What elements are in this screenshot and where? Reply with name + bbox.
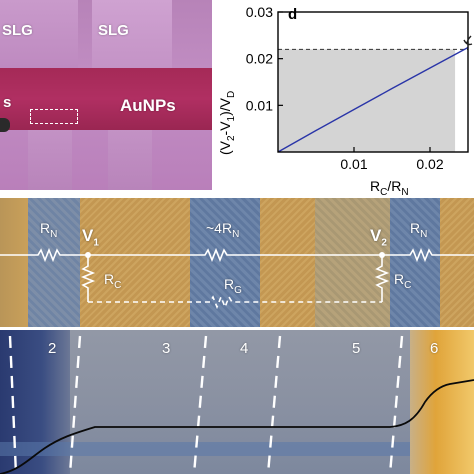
segment-divider (388, 335, 404, 474)
four-rn-sub: N (232, 228, 240, 240)
rc-right-sub: C (404, 279, 412, 291)
segment-label-3: 3 (162, 340, 171, 357)
v2-node (379, 252, 385, 258)
gold-band (440, 198, 474, 330)
rn-left-sub: N (50, 228, 58, 240)
slg-label-right: SLG (98, 22, 129, 39)
segment-divider (266, 335, 282, 474)
blue-band (390, 198, 440, 330)
rn-right-main: R (410, 220, 421, 236)
rn-left-main: R (40, 220, 51, 236)
segment-label-2: 2 (48, 340, 57, 357)
probe-tip (0, 118, 10, 132)
potential-profile-line (0, 379, 474, 474)
rg-sub: G (234, 284, 242, 296)
rc-left-main: R (104, 271, 115, 287)
gold-band (260, 198, 315, 330)
x-label-sub-n: N (401, 187, 408, 198)
blue-band (190, 198, 260, 330)
rn-right-sub: N (420, 228, 428, 240)
x-tick-labels: 0.01 0.02 (340, 156, 443, 172)
blue-streak (0, 442, 474, 456)
x-axis-label: RC/RN (370, 178, 409, 198)
optical-micrograph: SLG SLG s AuNPs (0, 0, 212, 190)
kpfm-map: RN V1 ~4RN V2 RN RC RG RC (0, 198, 474, 330)
chart-panel: d 0.01 0.02 0.03 0.01 0.02 (V2-V1)/VD RC/RN (212, 0, 474, 198)
y-tick-label: 0.01 (246, 97, 273, 113)
series-line (277, 46, 469, 153)
y-tick-label: 0.02 (246, 51, 273, 67)
segment-divider (192, 335, 208, 474)
rc-right-main: R (394, 271, 405, 287)
rn-right-label: RN (410, 220, 427, 240)
potential-overlay (0, 335, 474, 474)
v2-main: V (370, 226, 382, 245)
slg-label-left: SLG (2, 22, 33, 39)
rc-left-label: RC (104, 271, 121, 291)
four-rn-label: ~4RN (206, 220, 239, 240)
x-tick-label: 0.02 (416, 156, 443, 172)
rc-right-label: RC (394, 271, 411, 291)
v1-node (85, 252, 91, 258)
rg-label: RG (224, 276, 242, 296)
plot-frame (277, 11, 469, 153)
segment-divider (8, 335, 18, 474)
four-rn-main: ~4R (206, 220, 233, 236)
curl-icon (463, 35, 473, 46)
s-label: s (3, 94, 12, 111)
segment-label-5: 5 (352, 340, 361, 357)
circuit-overlay (0, 247, 474, 310)
panel-divider (0, 327, 474, 331)
blue-band (28, 198, 80, 330)
orange-region (410, 330, 474, 474)
segment-label-6: 6 (430, 340, 439, 357)
gold-band (0, 198, 28, 330)
v1-label: V1 (82, 226, 99, 248)
rg-main: R (224, 276, 235, 292)
lead-left (28, 130, 72, 190)
y-axis-label: (V2-V1)/VD (217, 91, 237, 155)
tick-marks (278, 11, 431, 152)
slg-contact-right (92, 0, 172, 68)
lead-right (108, 130, 152, 190)
v2-sub: 2 (381, 237, 387, 249)
rn-left-label: RN (40, 220, 57, 240)
rc-left-resistor (80, 255, 96, 302)
segment-label-4: 4 (240, 340, 249, 357)
chart-svg: d 0.01 0.02 0.03 0.01 0.02 (V2-V1)/VD RC/RN (217, 4, 473, 198)
y-tick-label: 0.03 (246, 4, 273, 20)
rc-left-sub: C (114, 279, 122, 291)
aunps-label: AuNPs (120, 96, 176, 115)
x-label-sep: /R (387, 178, 401, 194)
panel-label: d (288, 6, 297, 23)
x-label-sub-c: C (380, 187, 387, 198)
y-tick-labels: 0.01 0.02 0.03 (246, 4, 273, 113)
potential-map: 2 3 4 5 6 (0, 330, 474, 474)
v1-main: V (82, 226, 94, 245)
aunp-stripe (0, 68, 212, 130)
rg-dashed-path (88, 294, 382, 310)
v1-sub: 1 (93, 237, 99, 249)
segment-divider (68, 335, 82, 474)
rc-right-resistor (374, 255, 390, 302)
mixed-band (315, 198, 390, 330)
x-tick-label: 0.01 (340, 156, 367, 172)
gold-band (80, 198, 190, 330)
slg-contact-left (0, 0, 78, 68)
v2-label: V2 (370, 226, 387, 248)
x-label-main: R (370, 178, 380, 194)
main-wire (0, 247, 474, 263)
region-of-interest-box (30, 109, 78, 124)
